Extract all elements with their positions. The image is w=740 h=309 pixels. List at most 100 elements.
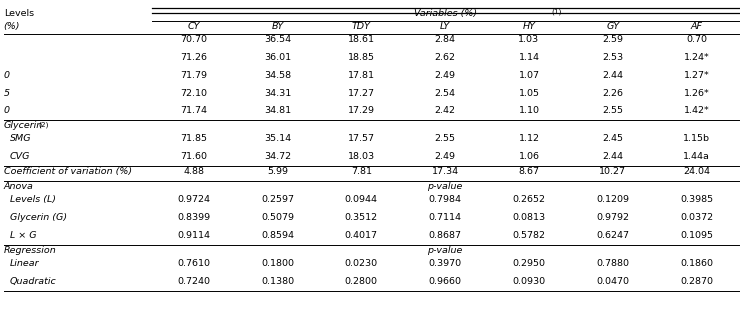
Text: 2.84: 2.84	[434, 35, 456, 44]
Text: 17.34: 17.34	[431, 167, 459, 176]
Text: 0.3985: 0.3985	[680, 195, 713, 204]
Text: 1.05: 1.05	[519, 89, 539, 98]
Text: 0.7114: 0.7114	[428, 213, 462, 222]
Text: 2.53: 2.53	[602, 53, 623, 62]
Text: (2): (2)	[38, 121, 49, 128]
Text: 0.3512: 0.3512	[345, 213, 378, 222]
Text: 2.49: 2.49	[434, 152, 456, 161]
Text: Linear: Linear	[10, 259, 39, 268]
Text: 0.2597: 0.2597	[261, 195, 294, 204]
Text: Anova: Anova	[4, 182, 33, 191]
Text: 17.27: 17.27	[348, 89, 374, 98]
Text: 72.10: 72.10	[180, 89, 207, 98]
Text: 0.1800: 0.1800	[261, 259, 294, 268]
Text: 0.5782: 0.5782	[512, 231, 545, 240]
Text: 0.1380: 0.1380	[261, 277, 294, 286]
Text: 71.26: 71.26	[180, 53, 207, 62]
Text: 0.0470: 0.0470	[596, 277, 629, 286]
Text: 2.49: 2.49	[434, 71, 456, 80]
Text: 0.7880: 0.7880	[596, 259, 629, 268]
Text: 17.29: 17.29	[348, 107, 374, 116]
Text: 0.3970: 0.3970	[428, 259, 462, 268]
Text: Quadratic: Quadratic	[10, 277, 56, 286]
Text: 1.03: 1.03	[519, 35, 539, 44]
Text: AF: AF	[690, 22, 702, 31]
Text: 0.9724: 0.9724	[177, 195, 210, 204]
Text: BY: BY	[272, 22, 283, 31]
Text: SMG: SMG	[10, 134, 31, 143]
Text: 0.4017: 0.4017	[345, 231, 378, 240]
Text: 36.01: 36.01	[264, 53, 291, 62]
Text: CY: CY	[187, 22, 200, 31]
Text: p-value: p-value	[428, 246, 462, 255]
Text: 0.1860: 0.1860	[680, 259, 713, 268]
Text: TDY: TDY	[352, 22, 371, 31]
Text: 2.62: 2.62	[434, 53, 456, 62]
Text: (1): (1)	[551, 9, 562, 15]
Text: 34.72: 34.72	[264, 152, 291, 161]
Text: 0.70: 0.70	[686, 35, 707, 44]
Text: 0.9114: 0.9114	[177, 231, 210, 240]
Text: 35.14: 35.14	[264, 134, 291, 143]
Text: 71.74: 71.74	[180, 107, 207, 116]
Text: 2.44: 2.44	[602, 152, 623, 161]
Text: 10.27: 10.27	[599, 167, 626, 176]
Text: 0.9660: 0.9660	[428, 277, 462, 286]
Text: 36.54: 36.54	[264, 35, 291, 44]
Text: 0.0944: 0.0944	[345, 195, 378, 204]
Text: Glycerin: Glycerin	[4, 121, 43, 130]
Text: 18.61: 18.61	[348, 35, 374, 44]
Text: 2.55: 2.55	[602, 107, 623, 116]
Text: 7.81: 7.81	[351, 167, 371, 176]
Text: 1.42*: 1.42*	[684, 107, 710, 116]
Text: 2.45: 2.45	[602, 134, 623, 143]
Text: 17.57: 17.57	[348, 134, 374, 143]
Text: Glycerin (G): Glycerin (G)	[10, 213, 67, 222]
Text: 0: 0	[4, 107, 10, 116]
Text: LY: LY	[440, 22, 450, 31]
Text: 0.2652: 0.2652	[512, 195, 545, 204]
Text: 0.2870: 0.2870	[680, 277, 713, 286]
Text: 5: 5	[4, 89, 10, 98]
Text: 0.5079: 0.5079	[261, 213, 294, 222]
Text: 0.8687: 0.8687	[428, 231, 462, 240]
Text: 70.70: 70.70	[180, 35, 207, 44]
Text: 1.27*: 1.27*	[684, 71, 710, 80]
Text: HY: HY	[522, 22, 535, 31]
Text: 34.31: 34.31	[264, 89, 291, 98]
Text: 0.1095: 0.1095	[680, 231, 713, 240]
Text: 2.55: 2.55	[434, 134, 456, 143]
Text: 17.81: 17.81	[348, 71, 374, 80]
Text: 1.12: 1.12	[519, 134, 539, 143]
Text: 0.2800: 0.2800	[345, 277, 378, 286]
Text: Coefficient of variation (%): Coefficient of variation (%)	[4, 167, 132, 176]
Text: p-value: p-value	[428, 182, 462, 191]
Text: 0.7610: 0.7610	[177, 259, 210, 268]
Text: 0.0230: 0.0230	[345, 259, 378, 268]
Text: L × G: L × G	[10, 231, 36, 240]
Text: 1.10: 1.10	[519, 107, 539, 116]
Text: 2.42: 2.42	[434, 107, 456, 116]
Text: 0: 0	[4, 71, 10, 80]
Text: Levels: Levels	[4, 9, 34, 18]
Text: 71.79: 71.79	[180, 71, 207, 80]
Text: 18.03: 18.03	[348, 152, 375, 161]
Text: 0.6247: 0.6247	[596, 231, 629, 240]
Text: 2.54: 2.54	[434, 89, 456, 98]
Text: 1.15b: 1.15b	[683, 134, 710, 143]
Text: 1.26*: 1.26*	[684, 89, 710, 98]
Text: 0.0813: 0.0813	[512, 213, 545, 222]
Text: CVG: CVG	[10, 152, 30, 161]
Text: 4.88: 4.88	[183, 167, 204, 176]
Text: 2.26: 2.26	[602, 89, 623, 98]
Text: 24.04: 24.04	[683, 167, 710, 176]
Text: 0.8399: 0.8399	[177, 213, 210, 222]
Text: 1.44a: 1.44a	[683, 152, 710, 161]
Text: 0.0930: 0.0930	[512, 277, 545, 286]
Text: 71.60: 71.60	[180, 152, 207, 161]
Text: GY: GY	[606, 22, 619, 31]
Text: 0.7984: 0.7984	[428, 195, 462, 204]
Text: 2.44: 2.44	[602, 71, 623, 80]
Text: (%): (%)	[4, 22, 20, 31]
Text: 2.59: 2.59	[602, 35, 623, 44]
